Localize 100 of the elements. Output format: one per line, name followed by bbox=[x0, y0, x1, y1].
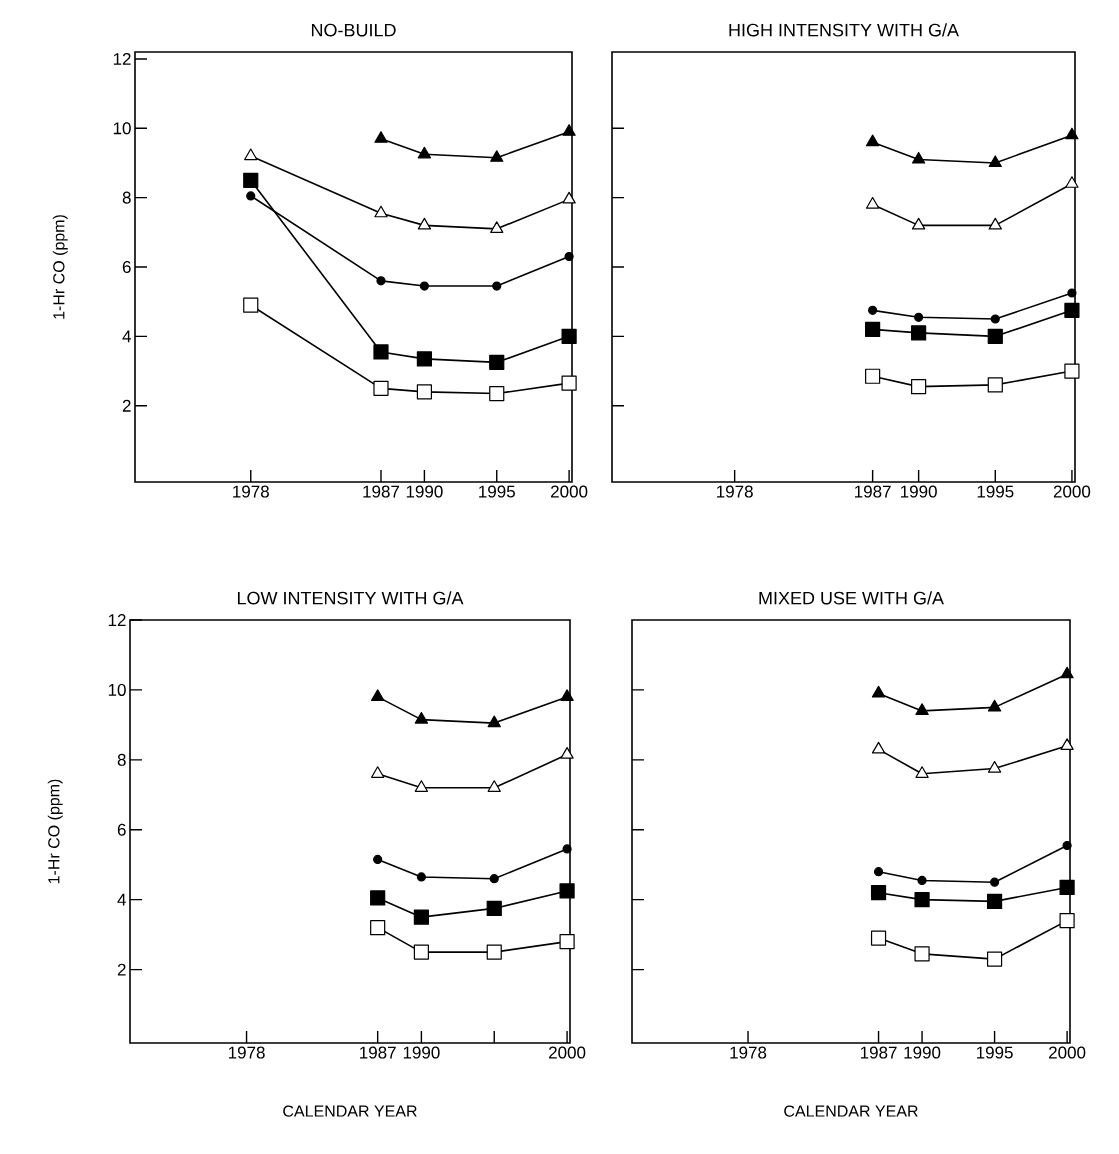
y-tick-label: 4 bbox=[117, 893, 126, 906]
x-tick-label: 1987 bbox=[860, 1046, 897, 1059]
point bbox=[1064, 302, 1080, 318]
point bbox=[986, 893, 1003, 910]
point bbox=[988, 155, 1002, 168]
point bbox=[911, 325, 927, 341]
point bbox=[414, 712, 429, 724]
chart-title: MIXED USE WITH G/A bbox=[759, 591, 944, 605]
y-tick-label: 8 bbox=[117, 753, 126, 766]
point bbox=[492, 281, 502, 291]
y-tick-label: 8 bbox=[122, 191, 131, 204]
x-tick-label: 2000 bbox=[549, 1046, 586, 1059]
x-tick-label: 2000 bbox=[551, 485, 588, 498]
x-tick-label: 1990 bbox=[901, 485, 937, 498]
point bbox=[1065, 176, 1079, 188]
point bbox=[1062, 840, 1072, 851]
x-tick-label: 1995 bbox=[976, 1046, 1013, 1059]
point bbox=[989, 877, 1000, 887]
point bbox=[1067, 288, 1077, 298]
y-tick-label: 10 bbox=[108, 683, 126, 696]
point bbox=[490, 150, 504, 162]
point bbox=[562, 191, 576, 204]
point bbox=[865, 321, 881, 338]
point bbox=[871, 685, 886, 698]
point bbox=[990, 314, 1000, 324]
x-tick-label: 1995 bbox=[977, 485, 1014, 498]
point bbox=[413, 909, 429, 925]
point bbox=[870, 885, 887, 901]
point bbox=[490, 221, 504, 233]
y-tick-label: 12 bbox=[108, 614, 126, 626]
point bbox=[1060, 738, 1074, 750]
point bbox=[988, 217, 1002, 230]
x-tick-label: 1995 bbox=[479, 485, 515, 498]
point bbox=[911, 217, 926, 230]
x-tick-label: 1978 bbox=[228, 1046, 265, 1059]
point bbox=[865, 368, 881, 384]
chart-title: HIGH INTENSITY WITH G/A bbox=[729, 23, 959, 37]
x-tick-label: 1987 bbox=[855, 485, 891, 498]
point bbox=[417, 146, 432, 159]
y-tick-label: 10 bbox=[113, 122, 131, 135]
point bbox=[370, 920, 386, 936]
point bbox=[873, 867, 884, 877]
point bbox=[564, 251, 574, 262]
point bbox=[1060, 666, 1074, 679]
point bbox=[489, 385, 505, 402]
point bbox=[865, 196, 880, 209]
point bbox=[986, 951, 1003, 967]
point bbox=[246, 191, 256, 201]
y-axis-title: 1-Hr CO (ppm) bbox=[47, 779, 63, 884]
point bbox=[987, 699, 1002, 712]
point bbox=[911, 379, 927, 395]
y-tick-label: 12 bbox=[113, 52, 131, 65]
y-tick-label: 6 bbox=[122, 260, 131, 274]
point bbox=[987, 760, 1002, 773]
point bbox=[413, 944, 429, 960]
point bbox=[987, 377, 1003, 393]
y-tick-label: 6 bbox=[117, 823, 126, 836]
point bbox=[915, 703, 929, 715]
x-axis-title: CALENDAR YEAR bbox=[283, 1105, 417, 1117]
point bbox=[376, 276, 386, 286]
point bbox=[416, 872, 426, 882]
point bbox=[870, 930, 887, 946]
x-tick-label: 1987 bbox=[360, 1046, 396, 1059]
point bbox=[559, 883, 575, 899]
point bbox=[914, 892, 930, 908]
point bbox=[489, 354, 505, 370]
point bbox=[371, 766, 385, 778]
point bbox=[243, 297, 259, 313]
point bbox=[560, 746, 574, 759]
y-tick-label: 4 bbox=[122, 330, 131, 343]
point bbox=[374, 131, 388, 143]
point bbox=[871, 741, 886, 754]
point bbox=[416, 384, 432, 400]
point bbox=[487, 780, 501, 792]
point bbox=[243, 172, 259, 188]
point bbox=[914, 312, 924, 322]
x-tick-label: 1978 bbox=[717, 485, 753, 498]
point bbox=[562, 124, 576, 136]
x-tick-label: 1978 bbox=[233, 485, 269, 498]
x-axis-title: CALENDAR YEAR bbox=[784, 1105, 918, 1117]
point bbox=[487, 715, 501, 728]
point bbox=[559, 934, 575, 950]
x-tick-label: 1987 bbox=[363, 485, 400, 498]
point bbox=[373, 854, 383, 865]
point bbox=[370, 890, 386, 906]
point bbox=[1064, 363, 1080, 379]
chart-title: LOW INTENSITY WITH G/A bbox=[237, 591, 464, 605]
point bbox=[373, 380, 389, 396]
x-tick-label: 1978 bbox=[730, 1046, 767, 1059]
point bbox=[486, 944, 502, 960]
point bbox=[373, 344, 389, 360]
x-tick-label: 2000 bbox=[1053, 485, 1091, 498]
point bbox=[1059, 879, 1075, 896]
y-tick-label: 2 bbox=[122, 399, 131, 412]
point bbox=[562, 844, 572, 854]
point bbox=[914, 946, 930, 962]
point bbox=[371, 689, 385, 701]
point bbox=[560, 689, 574, 701]
point bbox=[416, 351, 432, 367]
point bbox=[419, 281, 429, 291]
